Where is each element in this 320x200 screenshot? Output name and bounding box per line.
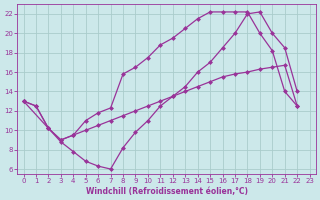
X-axis label: Windchill (Refroidissement éolien,°C): Windchill (Refroidissement éolien,°C): [85, 187, 248, 196]
